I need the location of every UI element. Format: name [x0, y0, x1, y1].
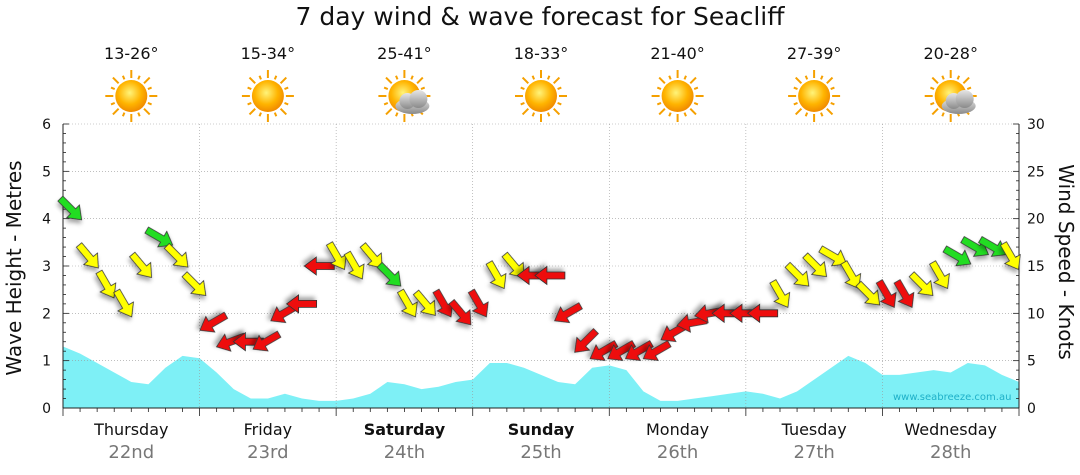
sunny-icon: [515, 70, 567, 122]
wind-arrow: [163, 242, 189, 268]
wind-arrow: [396, 288, 418, 318]
sunny-icon: [651, 70, 704, 122]
wind-arrow: [75, 242, 99, 269]
wind-arrow: [747, 303, 779, 324]
x-tick-label-day: Saturday: [363, 420, 446, 439]
day-temperature: 20-28°: [923, 44, 978, 63]
y-axis-label-left: Wave Height - Metres: [2, 160, 26, 376]
y-tick-label-left: 0: [42, 401, 51, 417]
wind-arrow: [908, 271, 934, 296]
day-temperature: 15-34°: [240, 44, 296, 63]
wind-arrow: [129, 251, 152, 279]
wind-arrow: [929, 260, 950, 290]
wind-arrow: [875, 279, 897, 308]
y-tick-label-left: 2: [42, 306, 51, 322]
y-tick-label-right: 30: [1027, 117, 1045, 133]
wind-arrow: [485, 260, 507, 290]
day-temperature: 13-26°: [104, 44, 159, 63]
wind-arrow: [501, 251, 525, 279]
wind-arrow: [589, 340, 619, 361]
wind-arrow: [893, 279, 915, 308]
y-tick-label-right: 15: [1027, 259, 1045, 275]
wind-arrow: [999, 241, 1021, 271]
x-tick-label-date: 22nd: [108, 442, 155, 463]
y-tick-label-left: 6: [42, 117, 51, 133]
wind-arrow: [252, 330, 282, 352]
wind-arrow: [285, 294, 318, 314]
x-tick-label-day: Monday: [645, 420, 710, 439]
partly-cloudy-icon: [378, 70, 431, 122]
wind-arrow: [57, 195, 83, 221]
partly-cloudy-icon: [924, 70, 977, 122]
x-tick-label-day: Sunday: [507, 420, 575, 439]
x-tick-label-day: Wednesday: [904, 420, 998, 439]
wind-arrow: [467, 288, 489, 318]
wind-arrow: [95, 269, 117, 299]
x-tick-label-day: Thursday: [94, 420, 169, 439]
x-tick-label-day: Tuesday: [781, 420, 847, 439]
wind-arrow: [840, 260, 862, 290]
sunny-icon: [241, 70, 294, 122]
wind-arrow: [624, 340, 654, 361]
y-tick-label-left: 3: [42, 259, 51, 275]
x-tick-label-date: 27th: [793, 442, 835, 463]
y-tick-label-right: 25: [1027, 164, 1045, 180]
y-tick-label-left: 5: [42, 164, 51, 180]
wind-arrow: [960, 236, 990, 257]
wind-arrow: [818, 245, 848, 267]
wind-arrow: [343, 250, 365, 280]
wind-arrow: [448, 298, 472, 326]
wind-arrow: [574, 328, 599, 353]
wind-arrow: [376, 261, 402, 287]
wind-arrow: [303, 256, 335, 276]
x-tick-label-date: 25th: [520, 442, 562, 463]
wind-arrow: [113, 288, 134, 318]
x-tick-label-day: Friday: [243, 420, 293, 439]
wind-arrow: [199, 311, 229, 333]
sunny-icon: [105, 70, 158, 122]
y-tick-label-left: 1: [42, 354, 51, 370]
x-tick-label-date: 26th: [656, 442, 699, 463]
day-temperature: 27-39°: [786, 44, 842, 63]
wind-arrow: [181, 271, 207, 296]
chart-title: 7 day wind & wave forecast for Seacliff: [295, 2, 785, 31]
y-tick-label-left: 4: [42, 212, 51, 228]
wind-arrow: [554, 302, 583, 324]
wind-arrow: [412, 289, 436, 316]
wind-arrow: [325, 241, 347, 271]
day-temperature: 25-41°: [377, 44, 432, 63]
y-tick-label-right: 5: [1027, 354, 1036, 370]
wave-height-area: [63, 346, 1019, 408]
wind-arrows: [57, 195, 1021, 361]
y-tick-label-right: 20: [1027, 212, 1045, 228]
wind-arrow: [802, 252, 827, 278]
y-axis-label-right: Wind Speed - Knots: [1054, 164, 1078, 360]
wind-arrow: [359, 242, 383, 269]
day-temperature: 18-33°: [513, 44, 569, 63]
wind-arrow: [978, 236, 1007, 257]
x-tick-label-date: 28th: [930, 442, 972, 463]
wind-arrow: [855, 280, 881, 306]
wind-arrow: [784, 261, 810, 287]
wind-arrow: [769, 279, 791, 308]
wind-arrow: [144, 226, 174, 248]
wind-arrow: [607, 340, 637, 361]
x-tick-label-date: 24th: [383, 442, 426, 463]
wind-arrow: [642, 340, 672, 361]
wind-arrow: [942, 245, 972, 267]
y-tick-label-right: 10: [1027, 306, 1045, 322]
sunny-icon: [788, 70, 841, 122]
day-temperature: 21-40°: [650, 44, 705, 63]
y-tick-label-right: 0: [1027, 401, 1036, 417]
x-tick-label-date: 23rd: [247, 442, 289, 463]
watermark: www.seabreeze.com.au: [893, 392, 1012, 403]
wind-arrow: [534, 265, 566, 286]
